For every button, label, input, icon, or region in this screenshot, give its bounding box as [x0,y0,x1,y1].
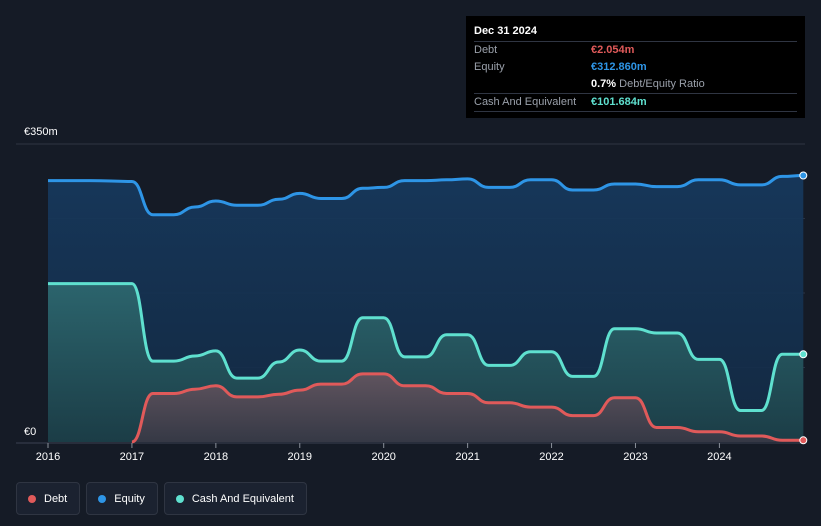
x-tick-label-2016: 2016 [36,451,60,463]
equity-line [47,174,804,217]
legend-debt-label: Debt [44,492,68,505]
debt-endpoint [799,436,808,445]
y-label-bottom: €0 [24,426,36,438]
tooltip-cash-value: €101.684m [591,96,647,108]
x-tick-label-2024: 2024 [707,451,731,463]
x-tick-label-2023: 2023 [623,451,647,463]
equity-endpoint [799,171,808,180]
x-tick-label-2022: 2022 [539,451,563,463]
chart-legend: Debt Equity Cash And Equivalent [16,482,307,515]
tooltip-ratio-label: Debt/Equity Ratio [619,78,705,90]
legend-item-cash[interactable]: Cash And Equivalent [163,482,307,515]
legend-cash-label: Cash And Equivalent [191,492,294,505]
tooltip-debt-label: Debt [474,44,498,56]
tooltip-equity-label: Equity [474,61,505,73]
tooltip-row-equity: Equity €312.860m [474,59,797,76]
tooltip-panel: Dec 31 2024 Debt €2.054m Equity €312.860… [466,16,805,118]
tooltip-bottom-rule [474,111,797,129]
debt-dot-icon [28,494,36,503]
x-tick-label-2021: 2021 [455,451,479,463]
x-tick-label-2019: 2019 [288,451,312,463]
y-label-top: €350m [24,126,58,138]
tooltip-ratio-wrap: 0.7% Debt/Equity Ratio [591,76,705,93]
tooltip-row-ratio: 0.7% Debt/Equity Ratio [474,76,797,93]
tooltip-row-cash: Cash And Equivalent €101.684m [474,93,797,111]
cash-and-equivalent-endpoint [799,350,808,359]
tooltip-equity-value: €312.860m [591,61,647,73]
tooltip-debt-value: €2.054m [591,44,635,56]
legend-equity-label: Equity [114,492,145,505]
cash-and-equivalent-line [48,282,804,412]
legend-item-debt[interactable]: Debt [16,482,81,515]
tooltip-cash-label: Cash And Equivalent [474,96,577,108]
tooltip-row-debt: Debt €2.054m [474,41,797,59]
x-tick-label-2017: 2017 [120,451,144,463]
equity-dot-icon [98,494,107,503]
x-tick-label-2020: 2020 [371,451,395,463]
legend-item-equity[interactable]: Equity [86,482,158,515]
debt-line [131,372,804,444]
tooltip-date: Dec 31 2024 [474,25,537,37]
cash-dot-icon [175,494,184,503]
x-tick-label-2018: 2018 [204,451,228,463]
tooltip-ratio-value: 0.7% [591,78,617,90]
